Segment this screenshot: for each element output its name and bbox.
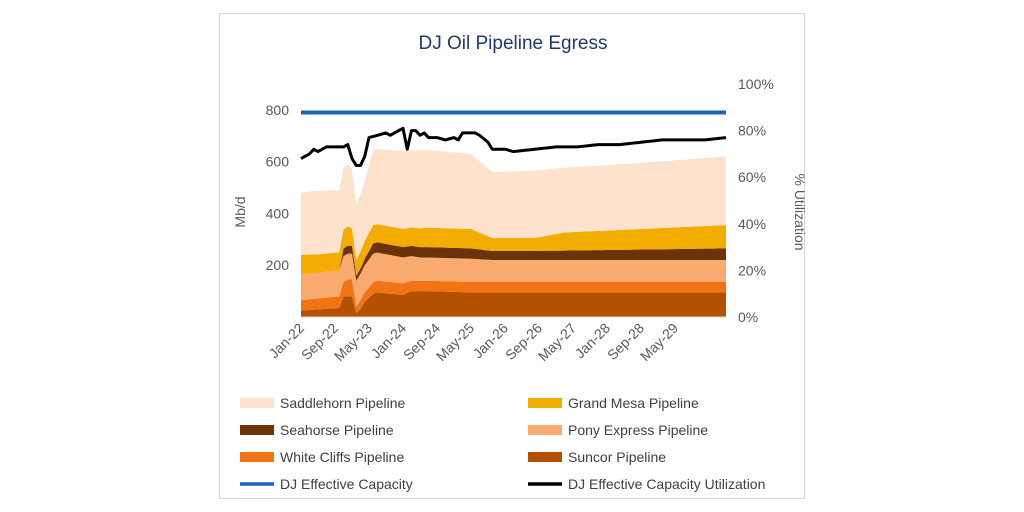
- area-suncor-pipeline: [301, 291, 726, 317]
- area-white-cliffs-pipeline: [301, 279, 726, 314]
- x-axis-ticks: Jan-22Sep-22May-23Jan-24Sep-24May-25Jan-…: [266, 316, 726, 364]
- chart-frame: DJ Oil Pipeline Egress Mb/d % Utilizatio…: [219, 13, 806, 499]
- y-axis-ticks: 200 400 600 800: [266, 102, 290, 273]
- legend-label: Grand Mesa Pipeline: [568, 395, 699, 411]
- legend-swatch: [240, 425, 274, 435]
- legend: Saddlehorn Pipeline Grand Mesa Pipeline Se…: [240, 395, 765, 492]
- y2-tick-label: 0%: [738, 309, 758, 325]
- y2-axis-ticks: 0% 20% 40% 60% 80% 100%: [738, 76, 774, 325]
- legend-label: Seahorse Pipeline: [280, 422, 394, 438]
- area-grand-mesa-pipeline: [301, 224, 726, 276]
- area-pony-express-pipeline: [301, 252, 726, 307]
- y2-axis-title: % Utilization: [792, 173, 806, 250]
- legend-label: Suncor Pipeline: [568, 449, 666, 465]
- x-tick-label: May-25: [433, 320, 477, 364]
- legend-swatch: [240, 398, 274, 408]
- x-tick-label: May-29: [637, 320, 681, 364]
- area-seahorse-pipeline: [301, 242, 726, 281]
- area-saddlehorn-pipeline: [301, 148, 726, 261]
- line-dj-effective-capacity-utilization: [300, 126, 727, 168]
- legend-label: White Cliffs Pipeline: [280, 449, 404, 465]
- legend-swatch: [528, 425, 562, 435]
- x-tick-label: May-23: [331, 320, 375, 364]
- y2-tick-label: 60%: [738, 169, 766, 185]
- y2-tick-label: 80%: [738, 123, 766, 139]
- legend-swatch: [240, 452, 274, 462]
- y-tick-label: 200: [266, 257, 290, 273]
- legend-swatch: [528, 398, 562, 408]
- legend-label: Pony Express Pipeline: [568, 422, 708, 438]
- legend-label: Saddlehorn Pipeline: [280, 395, 406, 411]
- chart-canvas: DJ Oil Pipeline Egress Mb/d % Utilizatio…: [232, 33, 806, 492]
- y-axis-title: Mb/d: [232, 196, 248, 227]
- y2-tick-label: 20%: [738, 262, 766, 278]
- legend-label: DJ Effective Capacity Utilization: [568, 476, 765, 492]
- area-layers: [301, 148, 726, 317]
- y2-tick-label: 100%: [738, 76, 774, 92]
- y-tick-label: 600: [266, 154, 290, 170]
- legend-swatch: [528, 452, 562, 462]
- y2-tick-label: 40%: [738, 216, 766, 232]
- y-tick-label: 400: [266, 205, 290, 221]
- chart-title: DJ Oil Pipeline Egress: [418, 33, 607, 54]
- x-tick-label: May-27: [535, 320, 579, 364]
- line-layers: [300, 110, 727, 168]
- legend-label: DJ Effective Capacity: [280, 476, 413, 492]
- y-tick-label: 800: [266, 102, 290, 118]
